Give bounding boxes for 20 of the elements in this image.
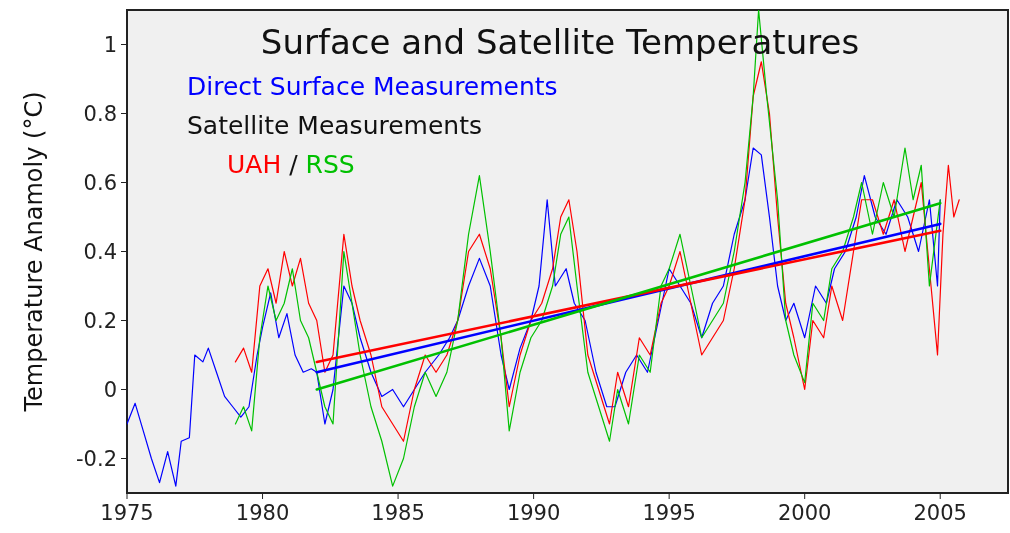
y-tick-label: 0 (103, 377, 117, 402)
legend-title: Satellite Measurements (187, 111, 482, 140)
annotation: / (281, 150, 306, 179)
text: UAH (227, 150, 282, 179)
x-tick-label: 2000 (777, 501, 832, 525)
y-tick-label: 0.2 (83, 308, 117, 333)
y-tick-label: 0.4 (83, 239, 117, 264)
x-tick-label: 1995 (642, 501, 696, 525)
x-tick-label: 1980 (235, 501, 290, 525)
text: RSS (305, 150, 355, 179)
text: Direct Surface Measurements (187, 72, 558, 101)
y-axis-title: Temperature Anamoly (°C) (20, 91, 48, 413)
x-tick-label: 2005 (913, 501, 967, 525)
y-tick-label: 0.8 (83, 101, 117, 126)
y-tick-label: -0.2 (76, 446, 117, 471)
y-tick-label: 0.6 (83, 170, 117, 195)
x-tick-label: 1985 (371, 501, 425, 525)
x-tick-label: 1990 (506, 501, 561, 525)
y-tick-label: 1 (103, 32, 117, 57)
x-tick-label: 1975 (100, 501, 154, 525)
